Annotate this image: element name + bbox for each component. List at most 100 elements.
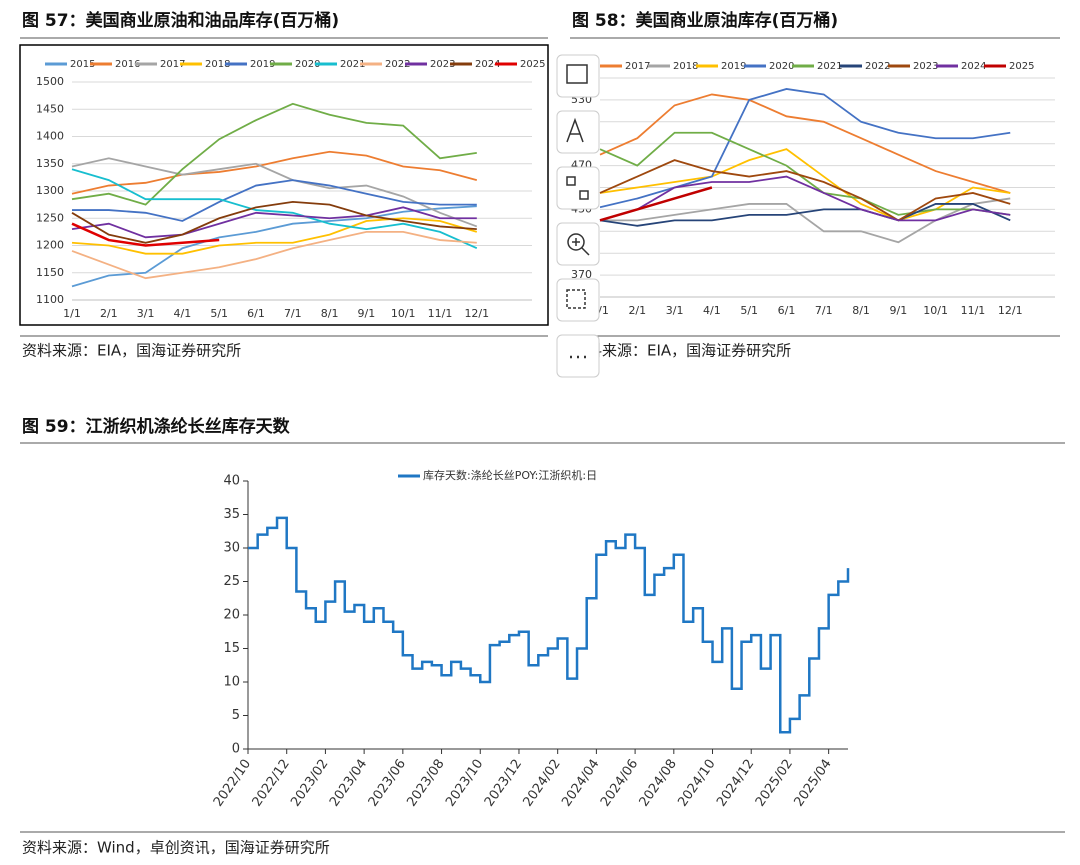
legend-label: 2018 — [673, 61, 698, 72]
series-line — [599, 88, 1011, 209]
toolbar — [556, 54, 600, 378]
charts: 图 57：美国商业原油和油品库存(百万桶) 资料来源：EIA，国海证券研究所 110… — [22, 10, 1055, 857]
legend-label: 2023 — [913, 61, 938, 72]
x-tick-label: 5/1 — [210, 307, 228, 320]
legend-label: 2025 — [1009, 61, 1034, 72]
x-tick-label: 11/1 — [961, 304, 986, 317]
series-line — [248, 516, 850, 734]
icon — [579, 190, 589, 200]
y-tick-label: 0 — [232, 742, 240, 757]
x-tick-label: 2022/10 — [211, 757, 254, 810]
x-tick-label: 2024/06 — [598, 757, 641, 810]
x-tick-label: 2024/12 — [714, 757, 757, 810]
x-tick-label: 6/1 — [778, 304, 796, 317]
legend-label: 2021 — [340, 59, 365, 70]
series-line — [600, 197, 1011, 244]
legend-label: 2021 — [817, 61, 842, 72]
tool-button[interactable] — [556, 278, 600, 322]
icon — [566, 176, 576, 186]
x-tick-label: 11/1 — [428, 307, 453, 320]
series-line — [599, 131, 1011, 216]
tool-button[interactable] — [556, 166, 600, 210]
icon — [572, 238, 590, 256]
y-tick-label: 1400 — [36, 130, 64, 143]
legend-label: 2025 — [520, 59, 545, 70]
tool-button[interactable] — [556, 222, 600, 266]
x-tick-label: 9/1 — [890, 304, 908, 317]
legend-label: 2017 — [160, 59, 185, 70]
y-tick-label: 1200 — [36, 239, 64, 252]
legend-label: 2023 — [430, 59, 455, 70]
legend-label: 2020 — [295, 59, 320, 70]
x-tick-label: 7/1 — [815, 304, 833, 317]
series-line — [599, 93, 1011, 194]
legend-label: 2017 — [625, 61, 650, 72]
y-tick-label: 25 — [223, 574, 240, 589]
icon — [566, 289, 586, 309]
legend-label: 2019 — [250, 59, 275, 70]
tool-button[interactable] — [556, 54, 600, 98]
x-tick-label: 9/1 — [358, 307, 376, 320]
x-tick-label: 2023/04 — [327, 757, 370, 810]
series-line — [599, 159, 1011, 222]
series-line — [599, 175, 1011, 222]
icon — [566, 64, 588, 84]
y-tick-label: 1150 — [36, 266, 64, 279]
x-tick-label: 4/1 — [703, 304, 721, 317]
tool-button[interactable] — [556, 110, 600, 154]
y-tick-label: 40 — [223, 474, 240, 489]
x-tick-label: 10/1 — [923, 304, 948, 317]
legend-label: 2020 — [769, 61, 794, 72]
source-note: 资料来源：EIA，国海证券研究所 — [572, 342, 791, 360]
x-tick-label: 12/1 — [998, 304, 1023, 317]
y-tick-label: 10 — [223, 675, 240, 690]
x-tick-label: 2023/10 — [443, 757, 486, 810]
y-tick-label: 1500 — [36, 75, 64, 88]
x-tick-label: 4/1 — [174, 307, 192, 320]
y-tick-label: 20 — [223, 608, 240, 623]
x-tick-label: 2025/02 — [753, 757, 796, 810]
icon — [567, 233, 585, 251]
series-line — [71, 206, 477, 239]
x-tick-label: 2024/08 — [637, 757, 680, 810]
series-line — [71, 230, 477, 280]
y-tick-label: 30 — [223, 541, 240, 556]
chart-title: 图 59：江浙织机涤纶长丝库存天数 — [22, 416, 291, 437]
legend-label: 2022 — [385, 59, 410, 70]
series-line — [71, 168, 478, 250]
x-tick-label: 2022/12 — [250, 757, 293, 810]
legend-label: 2024 — [475, 59, 500, 70]
y-tick-label: 15 — [223, 641, 240, 656]
x-tick-label: 7/1 — [284, 307, 302, 320]
source-note: 资料来源：Wind，卓创资讯，国海证券研究所 — [22, 839, 330, 857]
x-tick-label: 2023/08 — [404, 757, 447, 810]
x-tick-label: 8/1 — [321, 307, 339, 320]
y-tick-label: 1100 — [36, 293, 64, 306]
y-tick-label: 1350 — [36, 157, 64, 170]
x-tick-label: 6/1 — [247, 307, 265, 320]
series-line — [599, 148, 1011, 222]
x-tick-label: 2023/06 — [366, 757, 409, 810]
x-tick-label: 2025/04 — [792, 757, 835, 810]
y-tick-label: 1450 — [36, 102, 64, 115]
series-line — [71, 222, 220, 247]
icon — [566, 117, 584, 143]
chart-title: 图 58：美国商业原油库存(百万桶) — [572, 10, 838, 31]
series-line — [71, 157, 478, 228]
x-tick-label: 3/1 — [666, 304, 684, 317]
y-tick-label: 370 — [571, 268, 592, 281]
y-tick-label: 1250 — [36, 211, 64, 224]
source-note: 资料来源：EIA，国海证券研究所 — [22, 342, 241, 360]
series-line — [71, 150, 478, 195]
x-tick-label: 2023/12 — [482, 757, 525, 810]
x-tick-label: 8/1 — [852, 304, 870, 317]
x-tick-label: 2024/02 — [521, 757, 564, 810]
legend-label: 2024 — [961, 61, 986, 72]
x-tick-label: 1/1 — [63, 307, 81, 320]
x-tick-label: 3/1 — [137, 307, 155, 320]
series-line — [72, 179, 477, 222]
series-line — [71, 102, 477, 206]
series-line — [71, 200, 477, 244]
legend-label: 2016 — [115, 59, 140, 70]
